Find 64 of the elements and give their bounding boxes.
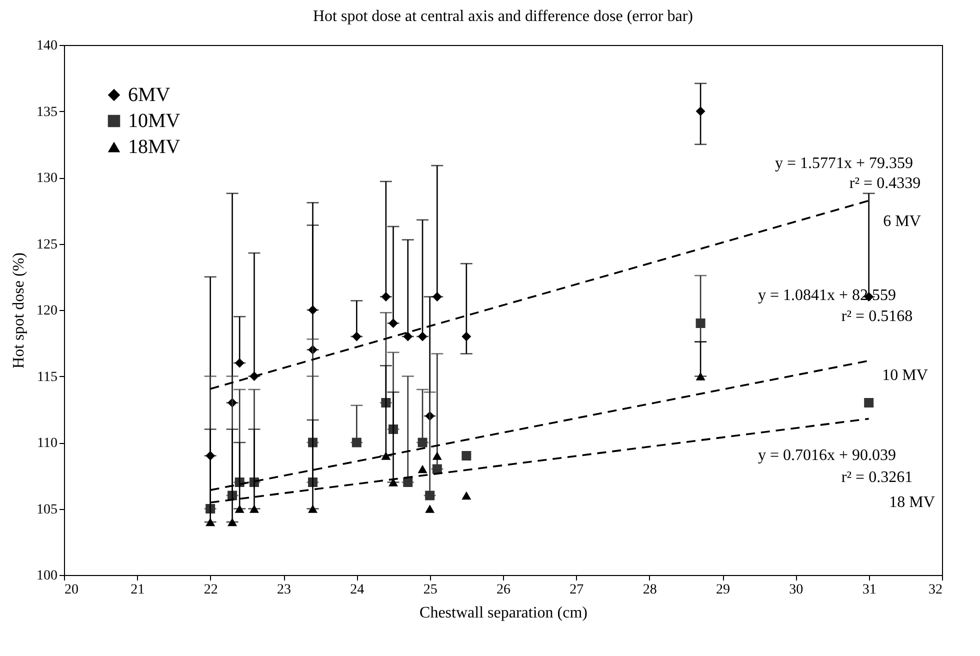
point: [352, 332, 362, 342]
x-tick-label: 28: [642, 582, 657, 598]
point: [462, 491, 472, 500]
point: [418, 332, 428, 342]
x-tick-label: 23: [277, 582, 291, 598]
point: [403, 478, 413, 487]
point: [432, 452, 442, 460]
annotation: y = 1.5771x + 79.359: [774, 155, 914, 172]
point: [381, 292, 391, 302]
y-tick-label: 105: [36, 502, 58, 518]
point: [234, 504, 244, 513]
x-tick-label: 24: [350, 582, 364, 598]
annotation: r² = 0.4339: [849, 175, 921, 192]
y-tick-label: 140: [36, 38, 58, 54]
legend-label: 18MV: [128, 136, 181, 158]
point: [418, 438, 428, 448]
point: [432, 292, 442, 302]
point: [234, 358, 244, 368]
x-axis-title: Chestwall separation (cm): [420, 604, 588, 622]
y-tick-label: 130: [36, 171, 58, 186]
x-tick-label: 25: [423, 582, 438, 598]
x-tick-label: 21: [130, 582, 145, 598]
point: [696, 106, 706, 116]
x-tick-label: 30: [789, 582, 804, 598]
point: [418, 464, 428, 474]
annotation: 6 MV: [883, 213, 922, 230]
legend-label: 6MV: [128, 84, 171, 106]
point: [462, 451, 472, 460]
point: [696, 372, 706, 380]
annotation: 10 MV: [882, 367, 928, 384]
point: [864, 398, 874, 408]
x-tick-label: 26: [496, 582, 510, 598]
point: [308, 305, 318, 315]
annotation: y = 0.7016x + 90.039: [758, 447, 896, 464]
x-tick-label: 29: [716, 582, 730, 598]
x-tick-label: 27: [570, 582, 584, 598]
point: [388, 318, 398, 328]
annotation: 18 MV: [889, 494, 936, 511]
chart-title: Hot spot dose at central axis and difference dose (error bar): [313, 8, 693, 25]
point: [206, 518, 216, 526]
annotation: r² = 0.5168: [841, 308, 913, 325]
point: [425, 490, 435, 500]
y-tick-label: 110: [37, 436, 58, 451]
x-tick-label: 32: [928, 582, 942, 598]
point: [308, 504, 318, 513]
point: [249, 504, 259, 513]
x-tick-label: 31: [862, 582, 876, 598]
point: [381, 452, 391, 460]
point: [403, 332, 413, 342]
point: [352, 438, 362, 448]
y-tick-label: 100: [36, 568, 58, 584]
y-tick-label: 115: [37, 370, 58, 385]
x-tick-label: 20: [64, 582, 78, 598]
legend-label: 10MV: [128, 110, 181, 132]
point: [462, 332, 472, 342]
x-tick-label: 22: [204, 582, 218, 598]
point: [228, 518, 238, 526]
point: [696, 318, 706, 328]
y-tick-label: 135: [36, 104, 58, 120]
y-tick-label: 125: [36, 237, 58, 252]
point: [425, 504, 435, 513]
annotation: r² = 0.3261: [841, 469, 913, 486]
y-axis-title: Hot spot dose (%): [10, 252, 28, 368]
y-tick-label: 120: [36, 304, 58, 318]
